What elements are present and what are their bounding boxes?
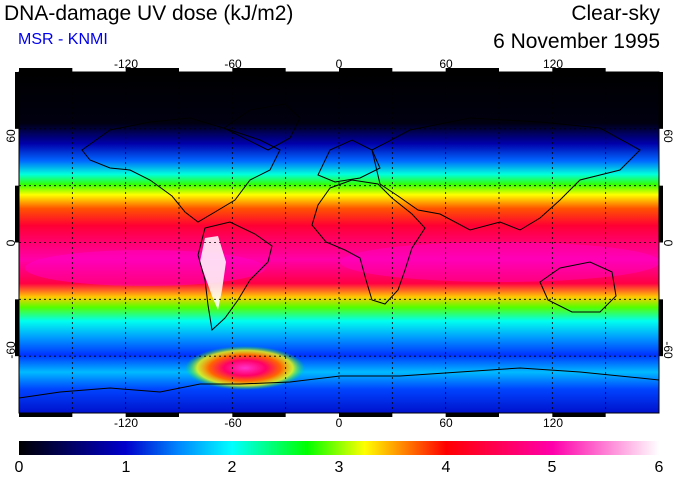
lat-tick-right: 0 [661,240,675,247]
colorbar-label: 6 [654,459,664,476]
source-label: MSR - KNMI [18,31,108,48]
africa-outline [311,179,426,305]
lon-tick-top: -120 [114,57,138,71]
colorbar-label: 1 [121,459,131,476]
colorbar-label: 0 [14,459,24,476]
asia-outline [371,117,641,231]
uv-maximum-pacific [25,250,265,286]
ozone-hole-region [185,346,305,390]
lon-tick-top: 0 [336,57,343,71]
europe-outline [317,139,381,183]
graticule [19,72,659,413]
andes-maximum [200,236,226,310]
antarctica-outline [19,367,659,399]
colorbar-label: 3 [334,459,344,476]
chart-title: DNA-damage UV dose (kJ/m2) [4,2,294,25]
lat-tick-left: -60 [4,341,18,359]
lon-tick-bottom: 60 [439,416,453,430]
south-america-outline [197,221,273,332]
colorbar-label: 4 [441,459,451,476]
lon-tick-top: 120 [543,57,563,71]
lat-tick-left: 0 [4,239,18,246]
lon-tick-top: -60 [224,57,242,71]
date-label: 6 November 1995 [493,30,660,53]
lon-tick-bottom: 120 [543,416,563,430]
colorbar [19,441,659,455]
coastlines [19,103,659,399]
border-ticks [15,68,663,417]
lat-tick-left: 60 [4,129,18,143]
colorbar-label: 5 [547,459,557,476]
lon-tick-bottom: 0 [336,416,343,430]
colorbar-label: 2 [227,459,237,476]
lat-tick-right: -60 [661,341,675,359]
lon-tick-top: 60 [439,57,453,71]
australia-outline [539,261,617,313]
lon-tick-bottom: -60 [224,416,242,430]
lon-tick-bottom: -120 [114,416,138,430]
tick-labels: -120 -60 0 60 120 -120 -60 0 60 120 60 0… [4,57,675,430]
north-america-outline [81,117,281,223]
greenland-outline [223,103,301,151]
uv-dose-map: -120 -60 0 60 120 -120 -60 0 60 120 60 0… [4,57,675,455]
uv-maximum-indian [340,242,659,282]
lat-tick-right: 60 [661,129,675,143]
sky-condition-label: Clear-sky [571,2,660,25]
